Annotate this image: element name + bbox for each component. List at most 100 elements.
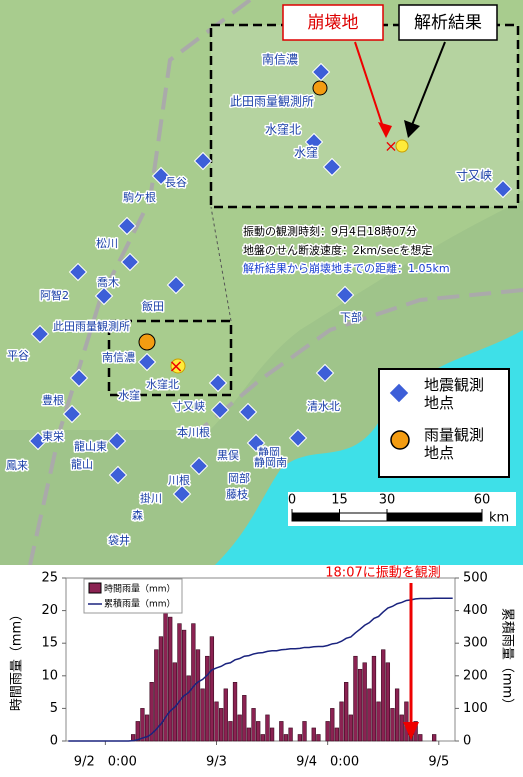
bar xyxy=(339,701,344,742)
station-label: 駒ケ根 xyxy=(123,190,156,204)
bar xyxy=(334,727,340,742)
seismic-station xyxy=(69,368,89,388)
analysis-box xyxy=(398,4,498,41)
bar xyxy=(418,734,423,742)
seismic-station xyxy=(288,428,308,448)
station-label: 南信濃 xyxy=(262,52,298,67)
bar xyxy=(357,668,363,742)
map: 崩壊地 解析結果 × × 振動の観測時刻：9月4日18時07分 地盤のせん断波速… xyxy=(0,0,523,565)
y2-tick-label: 300 xyxy=(463,636,488,651)
legend-diamond xyxy=(388,382,410,404)
seismic-station xyxy=(28,431,48,451)
scale-segment xyxy=(386,512,483,522)
line xyxy=(68,597,453,742)
station-label: 森 xyxy=(132,508,143,522)
seismic-station xyxy=(137,352,157,372)
info-text: 振動の観測時刻：9月4日18時07分 xyxy=(243,224,417,238)
legend-label: 時間雨量（mm） xyxy=(104,584,176,595)
bar xyxy=(279,721,284,742)
station-label: 寸又峡 xyxy=(456,169,492,183)
seismic-station xyxy=(193,151,213,171)
seismic-station xyxy=(68,262,88,282)
bar xyxy=(154,649,159,742)
seismic-station xyxy=(208,373,228,393)
y-tick-label: 20 xyxy=(41,603,58,618)
y-tick-label: 5 xyxy=(50,701,58,716)
inset-frame xyxy=(209,23,520,209)
collapse-mark: × xyxy=(168,356,183,377)
y2-axis-label: 累積雨量（mm） xyxy=(500,608,515,711)
bar xyxy=(163,603,168,742)
bar xyxy=(223,688,228,742)
station-label: 静岡南 xyxy=(254,455,287,469)
y-axis-label: 時間雨量（mm） xyxy=(10,608,25,711)
station-label: 阿智2 xyxy=(40,288,69,302)
arrow xyxy=(354,41,385,131)
station-label: 飯田 xyxy=(142,299,164,313)
bar xyxy=(214,701,219,742)
bar xyxy=(149,682,154,742)
seismic-station xyxy=(238,402,258,422)
rain-station xyxy=(312,80,328,96)
bar xyxy=(288,727,293,742)
station-label: 長谷 xyxy=(165,176,187,189)
bar xyxy=(168,616,173,742)
bar xyxy=(394,688,400,742)
bar xyxy=(181,629,187,742)
y-tick-label: 0 xyxy=(50,734,58,749)
bar xyxy=(135,721,140,742)
seismic-station xyxy=(311,62,331,82)
bar xyxy=(228,721,233,742)
scale-label: 60 xyxy=(474,493,491,508)
station-label: 本川根 xyxy=(177,425,210,439)
annotation-arrowhead xyxy=(403,722,420,740)
bar xyxy=(404,701,409,742)
bar xyxy=(311,727,316,742)
station-label: 此田雨量観測所 xyxy=(53,319,130,333)
bar xyxy=(232,682,238,742)
x-tick-label: 9/2 0:00 xyxy=(74,755,137,770)
analysis-point xyxy=(170,358,186,374)
seismic-station xyxy=(315,363,335,383)
bar xyxy=(242,695,247,742)
bar xyxy=(390,708,395,742)
station-label: 水窪北 xyxy=(146,377,179,391)
bar xyxy=(283,734,289,742)
legend-label: 累積雨量（mm） xyxy=(104,598,176,610)
bar xyxy=(195,649,201,742)
x-tick-label: 9/5 xyxy=(428,755,449,770)
scale-segment xyxy=(291,512,340,522)
station-label: 水窪北 xyxy=(265,122,301,137)
seismic-station xyxy=(493,179,513,199)
analysis-label: 解析結果 xyxy=(414,13,482,33)
y2-tick-label: 200 xyxy=(463,668,488,683)
bar xyxy=(385,662,391,742)
seismic-station xyxy=(246,433,266,453)
bar xyxy=(191,623,196,742)
bar xyxy=(256,721,261,742)
bar xyxy=(186,675,191,742)
scale-label: 0 xyxy=(288,493,296,508)
seismic-station xyxy=(172,484,192,504)
rain-station xyxy=(138,333,156,351)
bar xyxy=(260,734,265,742)
station-label: 袋井 xyxy=(108,533,130,547)
bar xyxy=(330,708,335,742)
info-text: 地盤のせん断波速度：2km/secを想定 xyxy=(243,243,432,257)
seismic-station xyxy=(108,465,128,485)
seismic-station xyxy=(117,216,137,236)
scale-label: 30 xyxy=(379,493,396,508)
station-label: 川根 xyxy=(168,473,190,487)
bar xyxy=(172,662,177,742)
station-label: 藤枝 xyxy=(226,487,248,501)
y2-tick-label: 500 xyxy=(463,571,488,586)
y2-tick-label: 0 xyxy=(463,734,471,749)
seismic-station xyxy=(166,275,186,295)
bar xyxy=(246,727,252,742)
bar xyxy=(399,714,404,742)
station-label: 喬木 xyxy=(97,275,119,289)
seismic-station xyxy=(120,252,140,272)
connector xyxy=(210,206,232,322)
seismic-station xyxy=(335,285,355,305)
